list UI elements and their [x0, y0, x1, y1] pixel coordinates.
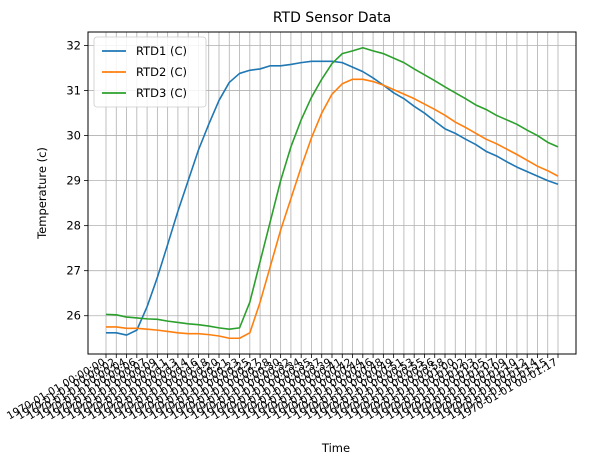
y-tick-label: 28	[66, 219, 81, 233]
y-tick-label: 32	[66, 39, 81, 53]
y-axis-ticks: 26 27 28 29 30 31 32	[66, 39, 88, 323]
y-tick-label: 29	[66, 174, 81, 188]
legend-label-rtd2: RTD2 (C)	[136, 65, 187, 79]
legend: RTD1 (C) RTD2 (C) RTD3 (C)	[93, 36, 207, 108]
series-line-rtd1	[106, 60, 559, 336]
series-line-rtd3	[105, 46, 559, 331]
y-axis-label: Temperature (c)	[35, 147, 49, 240]
y-tick-label: 30	[66, 129, 81, 143]
series-layer	[105, 46, 559, 340]
y-tick-label: 27	[66, 264, 81, 278]
y-tick-label: 31	[66, 84, 81, 98]
legend-label-rtd3: RTD3 (C)	[136, 86, 187, 100]
legend-label-rtd1: RTD1 (C)	[136, 44, 187, 58]
series-line-rtd2	[106, 78, 559, 340]
chart-title: RTD Sensor Data	[273, 10, 391, 26]
x-axis-label: Time	[321, 441, 350, 455]
legend-box	[93, 36, 207, 108]
y-tick-label: 26	[66, 309, 81, 323]
